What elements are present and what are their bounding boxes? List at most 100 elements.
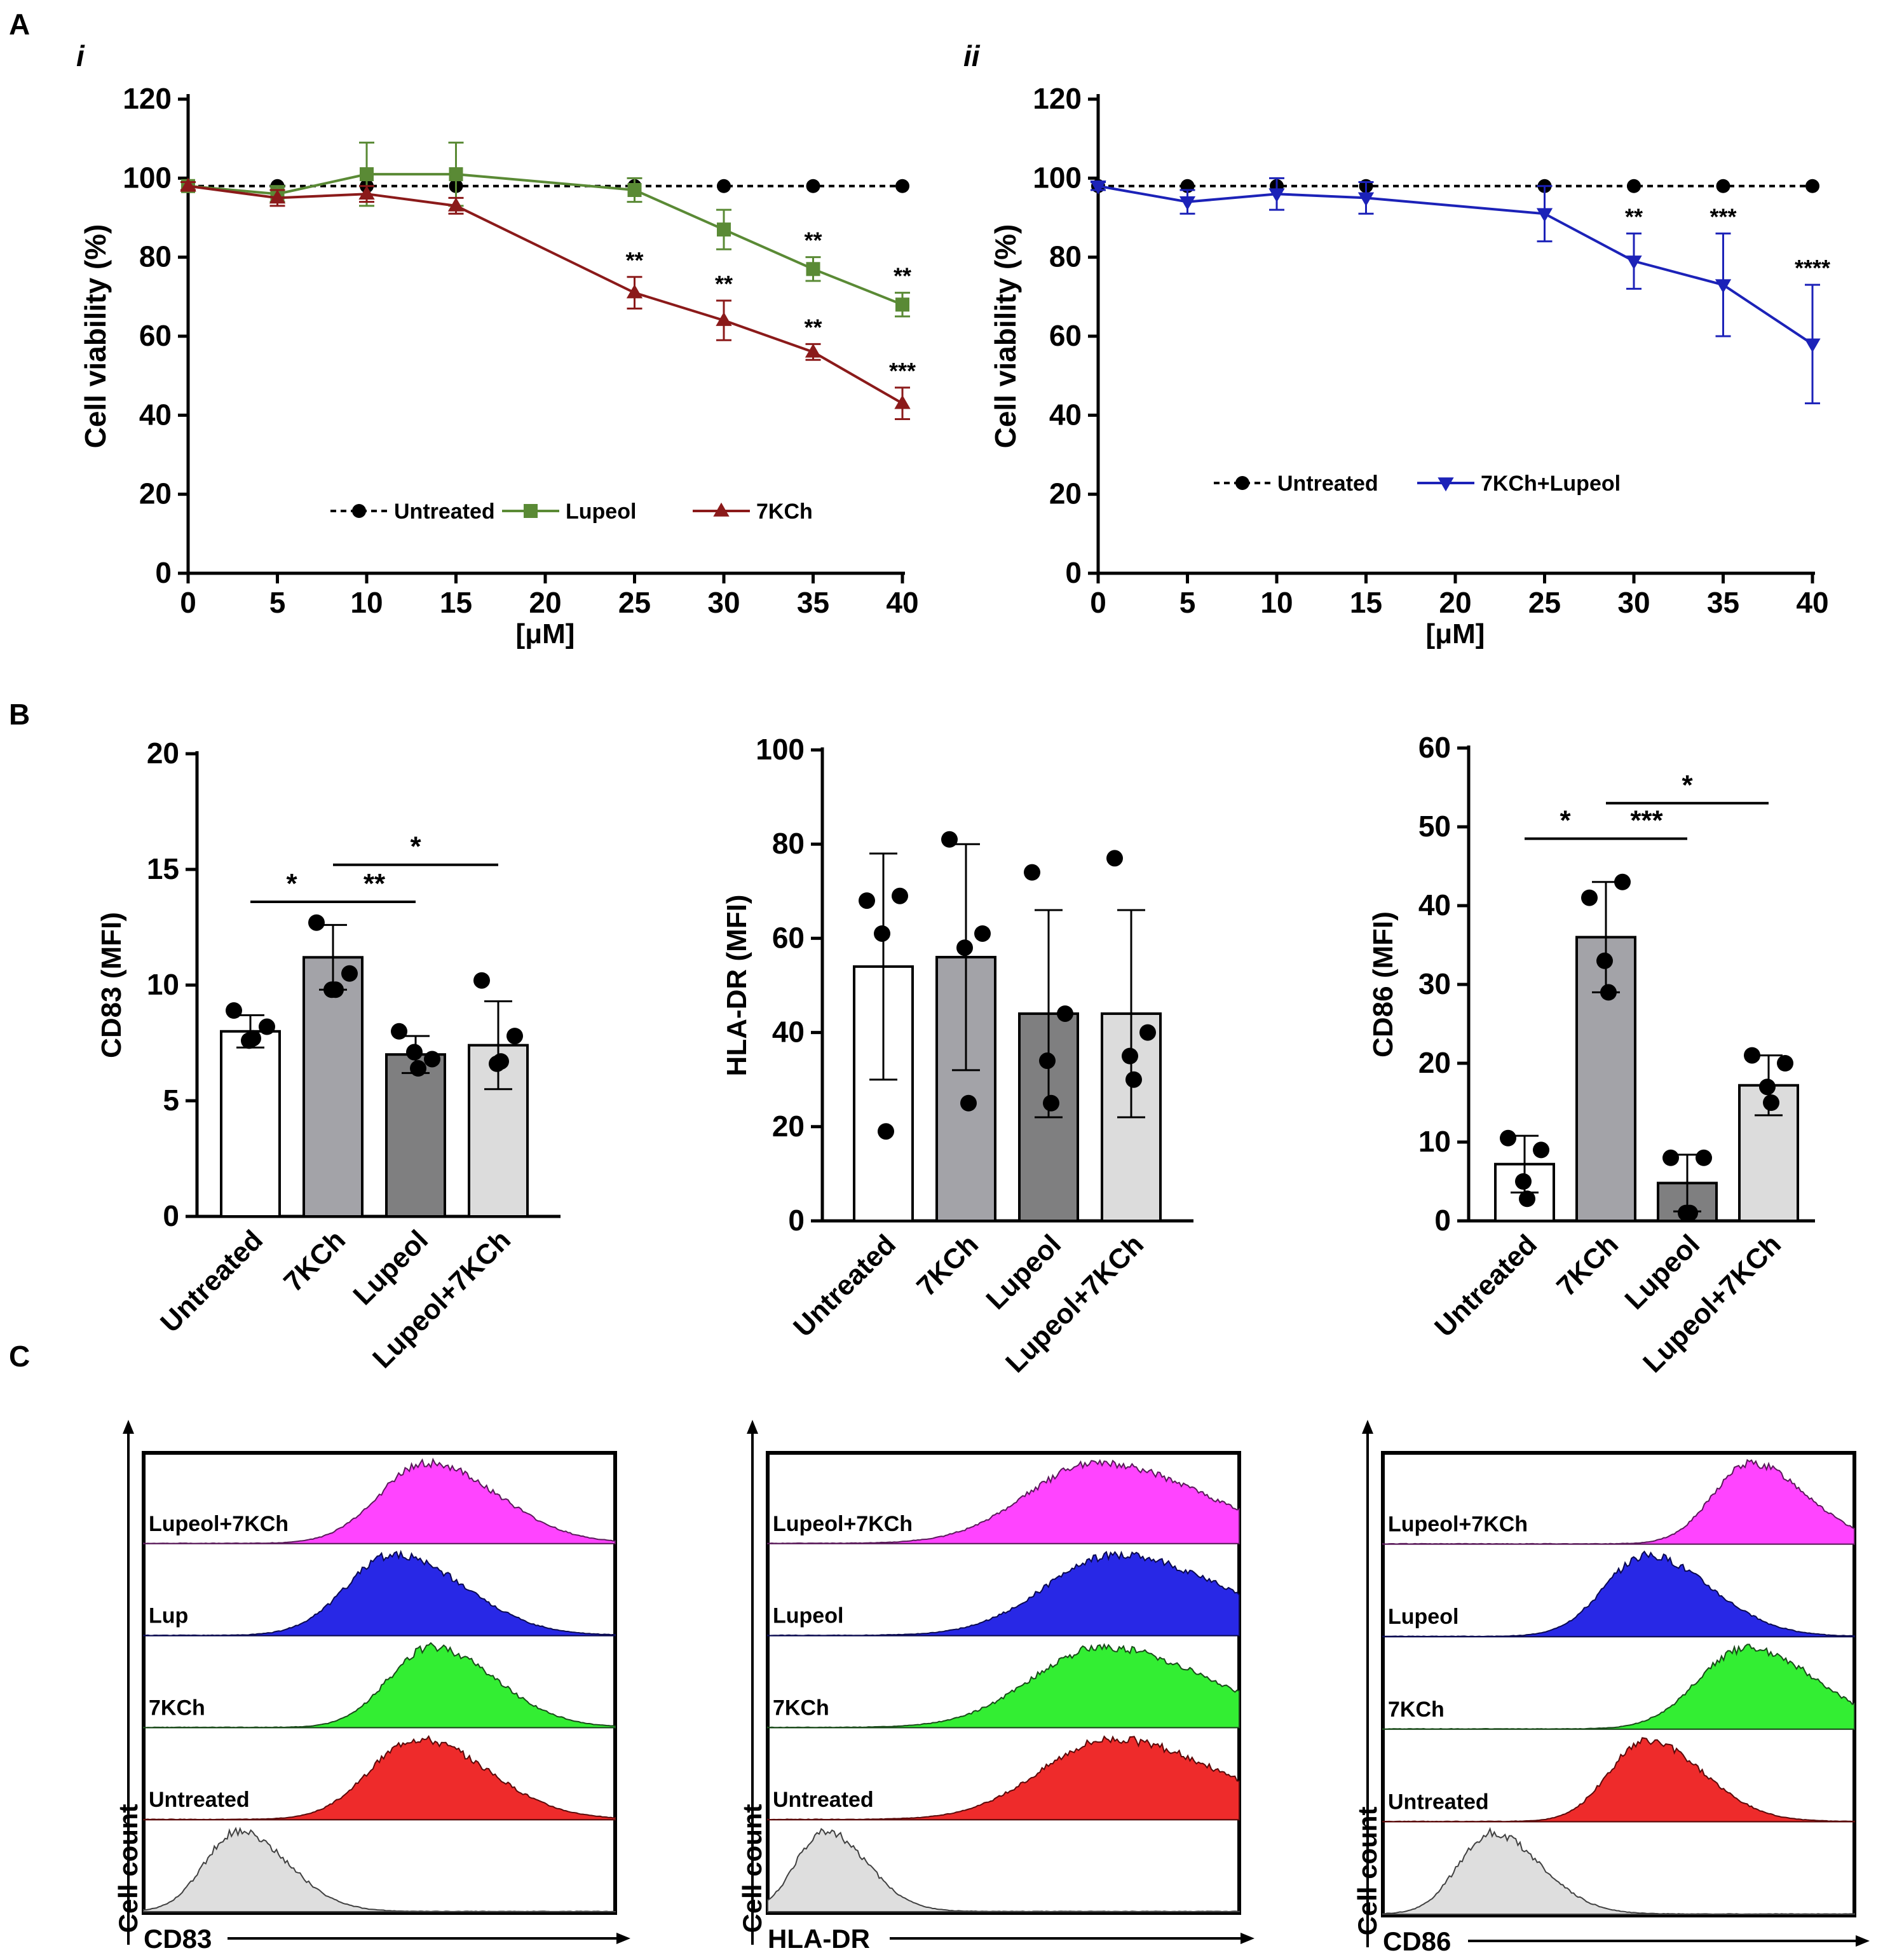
data-point [805, 343, 822, 358]
x-tick-label: 20 [529, 586, 561, 619]
histogram-isotype [1382, 1827, 1855, 1915]
data-point [717, 222, 731, 237]
data-point [327, 981, 344, 998]
data-point [449, 167, 463, 182]
category-label: Untreated [787, 1228, 902, 1343]
y-tick-label: 60 [139, 319, 172, 352]
data-point [410, 1060, 426, 1077]
legend-marker [713, 502, 730, 517]
data-point [1682, 1204, 1698, 1222]
y-tick-label: 0 [1065, 556, 1082, 589]
legend-label: 7KCh+Lupeol [1481, 472, 1621, 496]
histogram-7kch [767, 1643, 1240, 1729]
y-tick-label: 40 [1049, 398, 1082, 431]
data-point [269, 189, 286, 204]
significance-label: * [286, 868, 297, 899]
row-label: Untreated [149, 1788, 250, 1812]
y-tick-label: 5 [163, 1084, 179, 1117]
legend-label: Lupeol [566, 500, 636, 524]
significance-label: ** [894, 263, 911, 289]
y-tick-label: 40 [772, 1016, 805, 1049]
data-point [1627, 179, 1641, 193]
y-tick-label: 15 [147, 852, 179, 885]
data-point [895, 297, 909, 312]
histogram-frame [1381, 1451, 1856, 1917]
data-point [1039, 1052, 1056, 1070]
y-tick-label: 50 [1418, 810, 1451, 843]
row-label: 7KCh [149, 1696, 205, 1720]
histogram-lupeol-7kch [1382, 1459, 1855, 1545]
data-point [894, 395, 911, 409]
data-point [806, 179, 820, 193]
panel-label-b: B [9, 698, 30, 731]
y-axis-label: CD83 (MFI) [96, 912, 127, 1058]
data-point [226, 1002, 242, 1019]
y-tick-label: 20 [772, 1110, 805, 1143]
y-tick-label: 100 [123, 161, 172, 194]
x-tick-label: 5 [1179, 586, 1196, 619]
significance-label: *** [1630, 805, 1663, 836]
category-label: 7KCh [1551, 1228, 1624, 1302]
data-point [1125, 1071, 1142, 1088]
y-tick-label: 20 [147, 737, 179, 770]
y-tick-label: 80 [772, 827, 805, 860]
series-line-7kch-lupeol [1098, 184, 1814, 346]
legend-marker [1438, 477, 1454, 492]
data-point [1696, 1149, 1712, 1166]
x-tick-label: 25 [1528, 586, 1561, 619]
category-label: 7KCh [911, 1228, 984, 1302]
y-axis-label: Cell viability (%) [79, 224, 112, 449]
data-point [1626, 255, 1642, 270]
data-point [859, 892, 875, 909]
significance-label: **** [1795, 255, 1830, 281]
data-point [391, 1023, 407, 1040]
data-point [1759, 1079, 1776, 1096]
x-tick-label: 10 [350, 586, 383, 619]
data-point [1662, 1149, 1679, 1166]
histogram-7kch [1382, 1644, 1855, 1730]
histogram-lupeol [1382, 1550, 1855, 1638]
x-tick-label: 10 [1260, 586, 1293, 619]
histogram-frame [142, 1451, 617, 1915]
bar-7kch [303, 956, 364, 1218]
x-tick-label: 25 [618, 586, 651, 619]
x-axis-label: [μM] [516, 618, 575, 650]
y-tick-label: 0 [163, 1199, 179, 1232]
histogram-frame [766, 1451, 1241, 1915]
data-point [892, 887, 908, 904]
y-axis-label: HLA-DR (MFI) [721, 895, 752, 1077]
y-tick-label: 20 [139, 477, 172, 510]
data-point [716, 311, 732, 326]
data-point [1179, 196, 1196, 210]
bar-lupeol-7kch [468, 1044, 529, 1218]
data-point [974, 925, 991, 942]
panel-label-a-i: i [76, 39, 85, 72]
y-tick-label: 120 [1033, 82, 1082, 115]
x-tick-label: 5 [269, 586, 286, 619]
significance-label: *** [889, 358, 916, 384]
data-point [1515, 1173, 1532, 1190]
histogram-lupeol [767, 1550, 1240, 1637]
row-label: Lupeol [773, 1604, 843, 1628]
row-label: Untreated [1388, 1790, 1489, 1814]
y-tick-label: 80 [1049, 240, 1082, 273]
y-arrowhead [747, 1420, 758, 1434]
x-axis-label: HLA-DR [768, 1924, 870, 1954]
data-point [1500, 1129, 1516, 1147]
data-point [1090, 180, 1106, 194]
y-arrowhead [123, 1420, 134, 1434]
data-point [358, 186, 375, 200]
histogram-lupeol-7kch [767, 1459, 1240, 1544]
data-point [1057, 1005, 1073, 1022]
x-tick-label: 30 [1617, 586, 1650, 619]
y-tick-label: 40 [139, 398, 172, 431]
data-point [1777, 1055, 1793, 1072]
data-point [1139, 1024, 1156, 1041]
y-tick-label: 0 [155, 556, 172, 589]
x-tick-label: 40 [886, 586, 918, 619]
data-point [493, 1053, 509, 1070]
data-point [308, 914, 325, 931]
y-tick-label: 80 [139, 240, 172, 273]
x-tick-label: 30 [707, 586, 740, 619]
